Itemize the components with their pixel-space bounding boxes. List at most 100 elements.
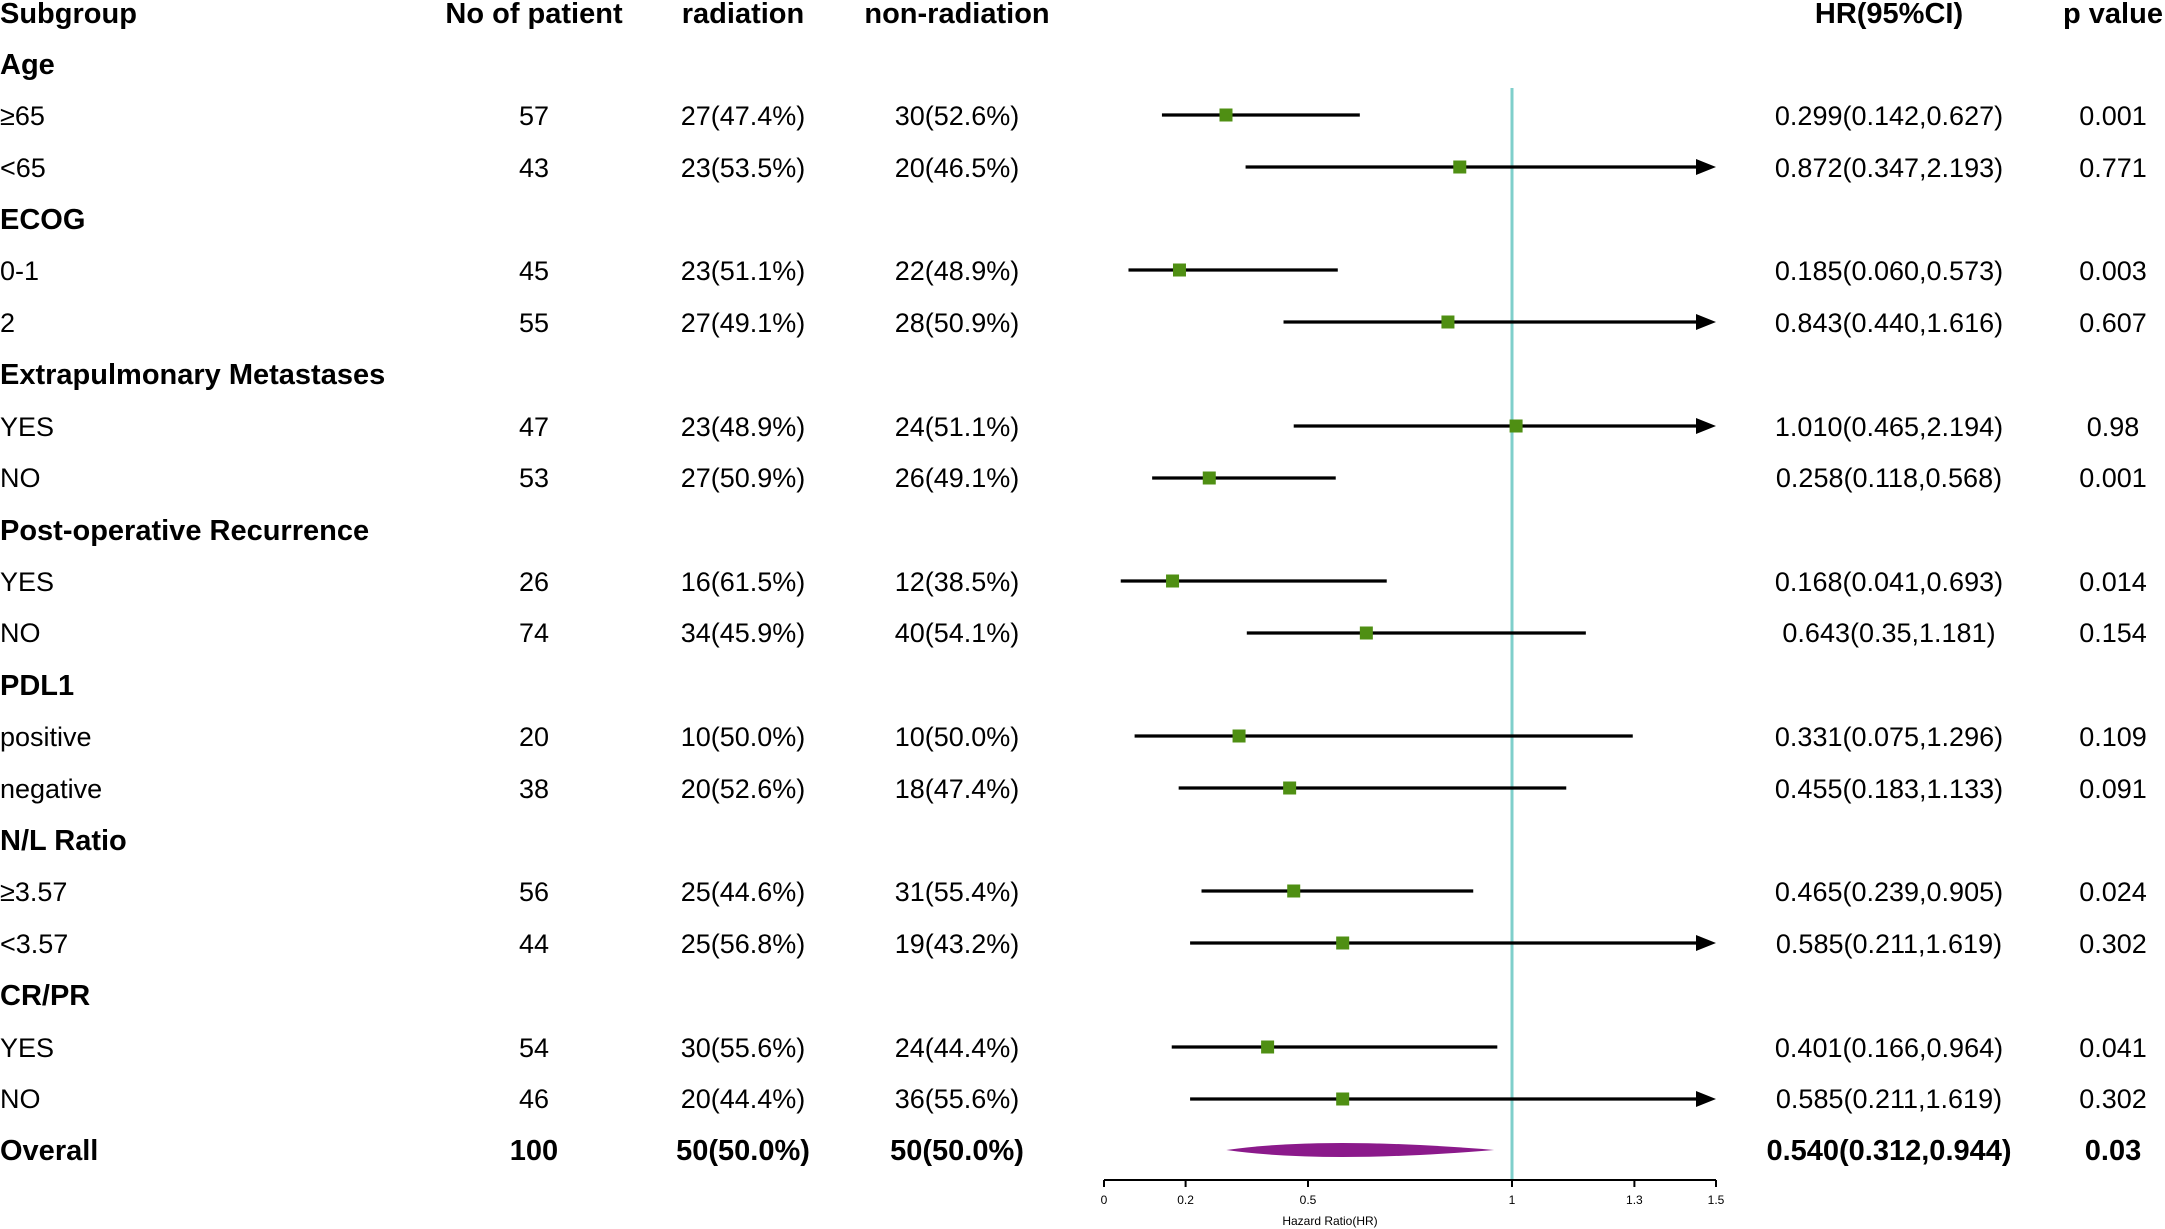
- row-n: 44: [518, 929, 550, 959]
- ci-arrow: [1696, 159, 1716, 175]
- row-non-radiation: 26(49.1%): [894, 463, 1020, 493]
- row-non-radiation: 10(50.0%): [894, 722, 1020, 752]
- row-p: 0.98: [2086, 412, 2140, 442]
- row-hr: 0.331(0.075,1.296): [1774, 722, 2004, 752]
- overall-hr: 0.540(0.312,0.944): [1766, 1135, 2012, 1167]
- row-n: 43: [518, 153, 550, 183]
- point-estimate: [1232, 729, 1246, 743]
- row-radiation: 10(50.0%): [680, 722, 806, 752]
- overall-radiation: 50(50.0%): [676, 1135, 810, 1167]
- overall-label: Overall: [0, 1135, 99, 1167]
- row-n: 74: [518, 618, 550, 648]
- header-subgroup: Subgroup: [0, 0, 137, 30]
- row-p: 0.091: [2079, 774, 2147, 804]
- row-non-radiation: 30(52.6%): [894, 101, 1020, 131]
- row-p: 0.001: [2079, 463, 2147, 493]
- row-radiation: 27(49.1%): [680, 308, 806, 338]
- point-estimate: [1166, 574, 1180, 588]
- row-non-radiation: 18(47.4%): [894, 774, 1020, 804]
- header-non-radiation: non-radiation: [864, 0, 1050, 30]
- row-hr: 0.465(0.239,0.905): [1774, 877, 2004, 907]
- row-radiation: 27(47.4%): [680, 101, 806, 131]
- row-p: 0.154: [2079, 618, 2147, 648]
- x-tick-label: 1.5: [1708, 1193, 1725, 1207]
- row-n: 54: [518, 1033, 550, 1063]
- row-n: 45: [518, 256, 550, 286]
- point-estimate: [1287, 884, 1301, 898]
- row-label: YES: [0, 412, 55, 442]
- row-label: positive: [0, 722, 92, 752]
- row-label: YES: [0, 567, 55, 597]
- row-radiation: 16(61.5%): [680, 567, 806, 597]
- row-hr: 0.643(0.35,1.181): [1782, 618, 1996, 648]
- row-radiation: 25(44.6%): [680, 877, 806, 907]
- row-hr: 0.585(0.211,1.619): [1775, 929, 2003, 959]
- row-hr: 0.258(0.118,0.568): [1775, 463, 2003, 493]
- row-non-radiation: 22(48.9%): [894, 256, 1020, 286]
- row-p: 0.003: [2079, 256, 2147, 286]
- row-p: 0.001: [2079, 101, 2147, 131]
- row-radiation: 20(44.4%): [680, 1084, 806, 1114]
- row-p: 0.302: [2079, 1084, 2147, 1114]
- row-n: 20: [518, 722, 550, 752]
- point-estimate: [1453, 160, 1467, 174]
- row-n: 57: [518, 101, 550, 131]
- header-radiation: radiation: [681, 0, 805, 30]
- row-n: 56: [518, 877, 550, 907]
- point-estimate: [1219, 108, 1233, 122]
- group-age: Age: [0, 49, 55, 81]
- header-p-value: p value: [2063, 0, 2163, 30]
- point-estimate: [1336, 936, 1350, 950]
- point-estimate: [1509, 419, 1523, 433]
- x-tick-label: 0.2: [1177, 1193, 1194, 1207]
- row-n: 26: [518, 567, 550, 597]
- row-non-radiation: 19(43.2%): [894, 929, 1020, 959]
- row-hr: 0.401(0.166,0.964): [1774, 1033, 2004, 1063]
- overall-n: 100: [509, 1135, 559, 1167]
- row-radiation: 23(51.1%): [680, 256, 806, 286]
- row-non-radiation: 20(46.5%): [894, 153, 1020, 183]
- ci-arrow: [1696, 935, 1716, 951]
- row-n: 46: [518, 1084, 550, 1114]
- header-hr-ci: HR(95%CI): [1814, 0, 1964, 30]
- row-n: 55: [518, 308, 550, 338]
- row-non-radiation: 12(38.5%): [894, 567, 1020, 597]
- row-n: 47: [518, 412, 550, 442]
- header-no-of-patient: No of patient: [445, 0, 623, 30]
- row-hr: 0.455(0.183,1.133): [1774, 774, 2004, 804]
- row-label: ≥3.57: [0, 877, 68, 907]
- row-hr: 0.585(0.211,1.619): [1775, 1084, 2003, 1114]
- row-label: YES: [0, 1033, 55, 1063]
- row-radiation: 30(55.6%): [680, 1033, 806, 1063]
- row-label: NO: [0, 1084, 41, 1114]
- row-label: ≥65: [0, 101, 45, 131]
- row-n: 53: [518, 463, 550, 493]
- group-ecog: ECOG: [0, 204, 86, 236]
- overall-diamond: [1226, 1143, 1495, 1157]
- row-non-radiation: 40(54.1%): [894, 618, 1020, 648]
- group-post-operative: Post-operative Recurrence: [0, 515, 370, 547]
- x-axis-label: Hazard Ratio(HR): [1282, 1214, 1377, 1228]
- row-p: 0.014: [2079, 567, 2147, 597]
- row-radiation: 25(56.8%): [680, 929, 806, 959]
- row-hr: 0.299(0.142,0.627): [1774, 101, 2004, 131]
- x-tick-label: 1: [1509, 1193, 1516, 1207]
- x-tick-label: 1.3: [1626, 1193, 1643, 1207]
- row-non-radiation: 31(55.4%): [894, 877, 1020, 907]
- point-estimate: [1172, 263, 1186, 277]
- row-hr: 1.010(0.465,2.194): [1774, 412, 2004, 442]
- group-extrapulmonary: Extrapulmonary Metastases: [0, 359, 386, 391]
- row-label: <3.57: [0, 929, 69, 959]
- row-non-radiation: 24(44.4%): [894, 1033, 1020, 1063]
- row-radiation: 23(48.9%): [680, 412, 806, 442]
- row-label: NO: [0, 618, 41, 648]
- row-radiation: 34(45.9%): [680, 618, 806, 648]
- row-p: 0.302: [2079, 929, 2147, 959]
- row-radiation: 27(50.9%): [680, 463, 806, 493]
- row-p: 0.771: [2079, 153, 2147, 183]
- overall-non-radiation: 50(50.0%): [890, 1135, 1024, 1167]
- point-estimate: [1441, 315, 1455, 329]
- row-non-radiation: 36(55.6%): [894, 1084, 1020, 1114]
- row-label: 2: [0, 308, 16, 338]
